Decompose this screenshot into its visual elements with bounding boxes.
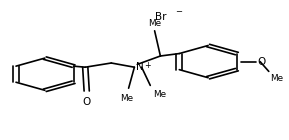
Text: Me: Me: [270, 74, 283, 83]
Text: Br: Br: [155, 12, 166, 22]
Text: Me: Me: [153, 90, 166, 99]
Text: Me: Me: [121, 94, 134, 103]
Text: Me: Me: [148, 19, 161, 28]
Text: O: O: [257, 57, 266, 67]
Text: −: −: [175, 7, 182, 16]
Text: O: O: [83, 97, 91, 107]
Text: N: N: [136, 62, 144, 72]
Text: +: +: [144, 61, 151, 70]
